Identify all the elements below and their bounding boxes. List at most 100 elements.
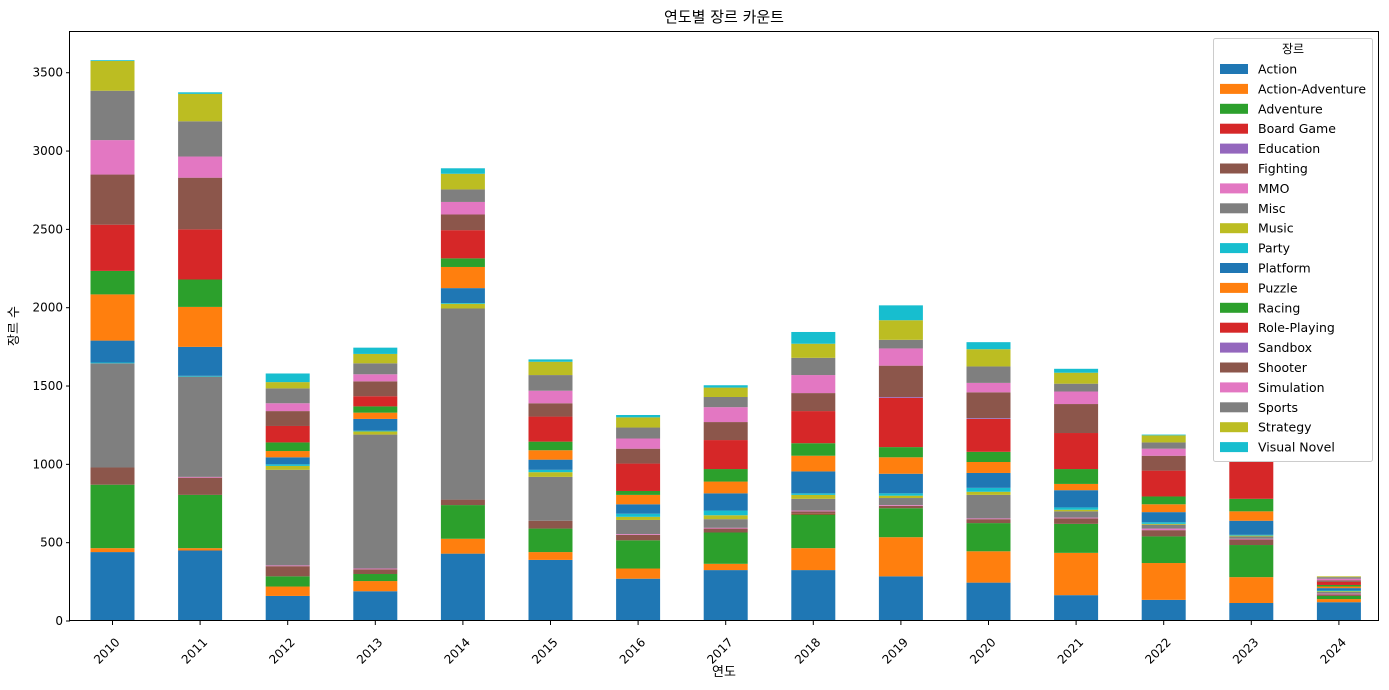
y-tick-label: 1000 <box>32 457 63 471</box>
bar-segment <box>1054 391 1099 405</box>
x-tick-label: 2019 <box>880 635 911 666</box>
bar-segment <box>265 566 310 577</box>
legend-label: Racing <box>1258 300 1300 315</box>
bar-segment <box>616 427 661 439</box>
bar-segment <box>353 363 398 375</box>
bar-segment <box>1141 455 1186 471</box>
bar-segment <box>1141 524 1186 529</box>
bar-segment <box>616 415 661 418</box>
legend-label: Sandbox <box>1258 340 1312 355</box>
bar-segment <box>265 425 310 443</box>
bar-segment <box>703 527 748 529</box>
bar-segment <box>528 528 573 553</box>
legend-label: Misc <box>1258 201 1286 216</box>
bar-segment <box>353 569 398 575</box>
legend-title: 장르 <box>1282 42 1304 56</box>
legend-swatch <box>1220 422 1248 433</box>
bar-segment <box>878 508 923 538</box>
bar-segment <box>791 494 836 499</box>
bar-segment <box>178 548 223 551</box>
bar-segment <box>1141 448 1186 456</box>
legend-label: Sports <box>1258 400 1298 415</box>
bar-segment <box>1141 528 1186 531</box>
bar-segment <box>265 373 310 383</box>
x-axis-label: 연도 <box>712 665 736 680</box>
x-tick-label: 2023 <box>1230 635 1261 666</box>
legend-label: Board Game <box>1258 121 1336 136</box>
bar-segment <box>703 387 748 397</box>
bar-segment <box>90 552 135 621</box>
bar-segment <box>440 303 485 304</box>
bar-segment <box>703 515 748 520</box>
bar-segment <box>791 357 836 376</box>
legend-swatch <box>1220 143 1248 154</box>
bar-segment <box>178 476 223 478</box>
bar-segment <box>440 230 485 259</box>
bar-segment <box>1141 504 1186 513</box>
bar-segment <box>265 586 310 596</box>
bar-segment <box>878 305 923 321</box>
x-tick-label: 2012 <box>266 635 297 666</box>
bar-segment <box>1229 498 1274 512</box>
bar-segment <box>791 493 836 495</box>
bar-segment <box>791 471 836 494</box>
bar-segment <box>966 519 1011 524</box>
legend-swatch <box>1220 263 1248 273</box>
bar-segment <box>1316 594 1361 596</box>
bar-segment <box>791 375 836 394</box>
bar-segment <box>1229 538 1274 540</box>
bar-segment <box>791 548 836 571</box>
bar-segment <box>791 514 836 549</box>
legend-label: Music <box>1258 221 1294 236</box>
bar-segment <box>966 451 1011 462</box>
bar-segment <box>1054 595 1099 621</box>
bar-segment <box>703 519 748 528</box>
bar-segment <box>616 519 661 535</box>
bar-segment <box>265 565 310 567</box>
bar-segment <box>90 467 135 485</box>
bar-segment <box>1316 588 1361 591</box>
bar-segment <box>1054 523 1099 553</box>
bar-segment <box>1141 512 1186 523</box>
bar-segment <box>528 469 573 473</box>
bar-segment <box>616 463 661 491</box>
bar-segment <box>1054 372 1099 384</box>
bar-segment <box>353 430 398 432</box>
bar-segment <box>265 411 310 426</box>
bar-segment <box>178 550 223 621</box>
y-tick-label: 2000 <box>32 301 63 315</box>
bar-segment <box>265 457 310 465</box>
bar-segment <box>966 518 1011 520</box>
bar-segment <box>1316 586 1361 589</box>
x-tick-label: 2014 <box>442 635 473 666</box>
legend-frame <box>1213 38 1373 462</box>
bar-segment <box>440 214 485 231</box>
bar-segment <box>1316 593 1361 595</box>
bar-segment <box>966 349 1011 367</box>
bar-segment <box>878 493 923 496</box>
bar-segment <box>703 407 748 423</box>
bar-segment <box>1141 496 1186 505</box>
y-axis-label: 장르 수 <box>7 306 22 346</box>
legend-label: Education <box>1258 141 1320 156</box>
legend-items: Action Action-Adventure Adventure Board Gam… <box>1220 62 1366 455</box>
bar-segment <box>353 581 398 592</box>
bar-segment <box>616 438 661 449</box>
bar-segment <box>1054 433 1099 470</box>
legend-swatch <box>1220 64 1248 74</box>
bar-segment <box>1054 469 1099 484</box>
legend-label: Party <box>1258 241 1291 256</box>
bar-segment <box>528 361 573 376</box>
legend-label: Fighting <box>1258 161 1308 176</box>
y-tick-label: 2500 <box>32 222 63 236</box>
bar-segment <box>265 442 310 452</box>
bar-segment <box>616 513 661 517</box>
bar-segment <box>966 342 1011 350</box>
y-axis: 0 500 1000 1500 2000 2500 3000 3500 <box>32 66 70 628</box>
bar-segment <box>616 578 661 621</box>
bar-segment <box>1316 578 1361 581</box>
bar-segment <box>528 552 573 560</box>
bar-segment <box>353 418 398 431</box>
legend-swatch <box>1220 402 1248 413</box>
bar-segment <box>703 385 748 388</box>
